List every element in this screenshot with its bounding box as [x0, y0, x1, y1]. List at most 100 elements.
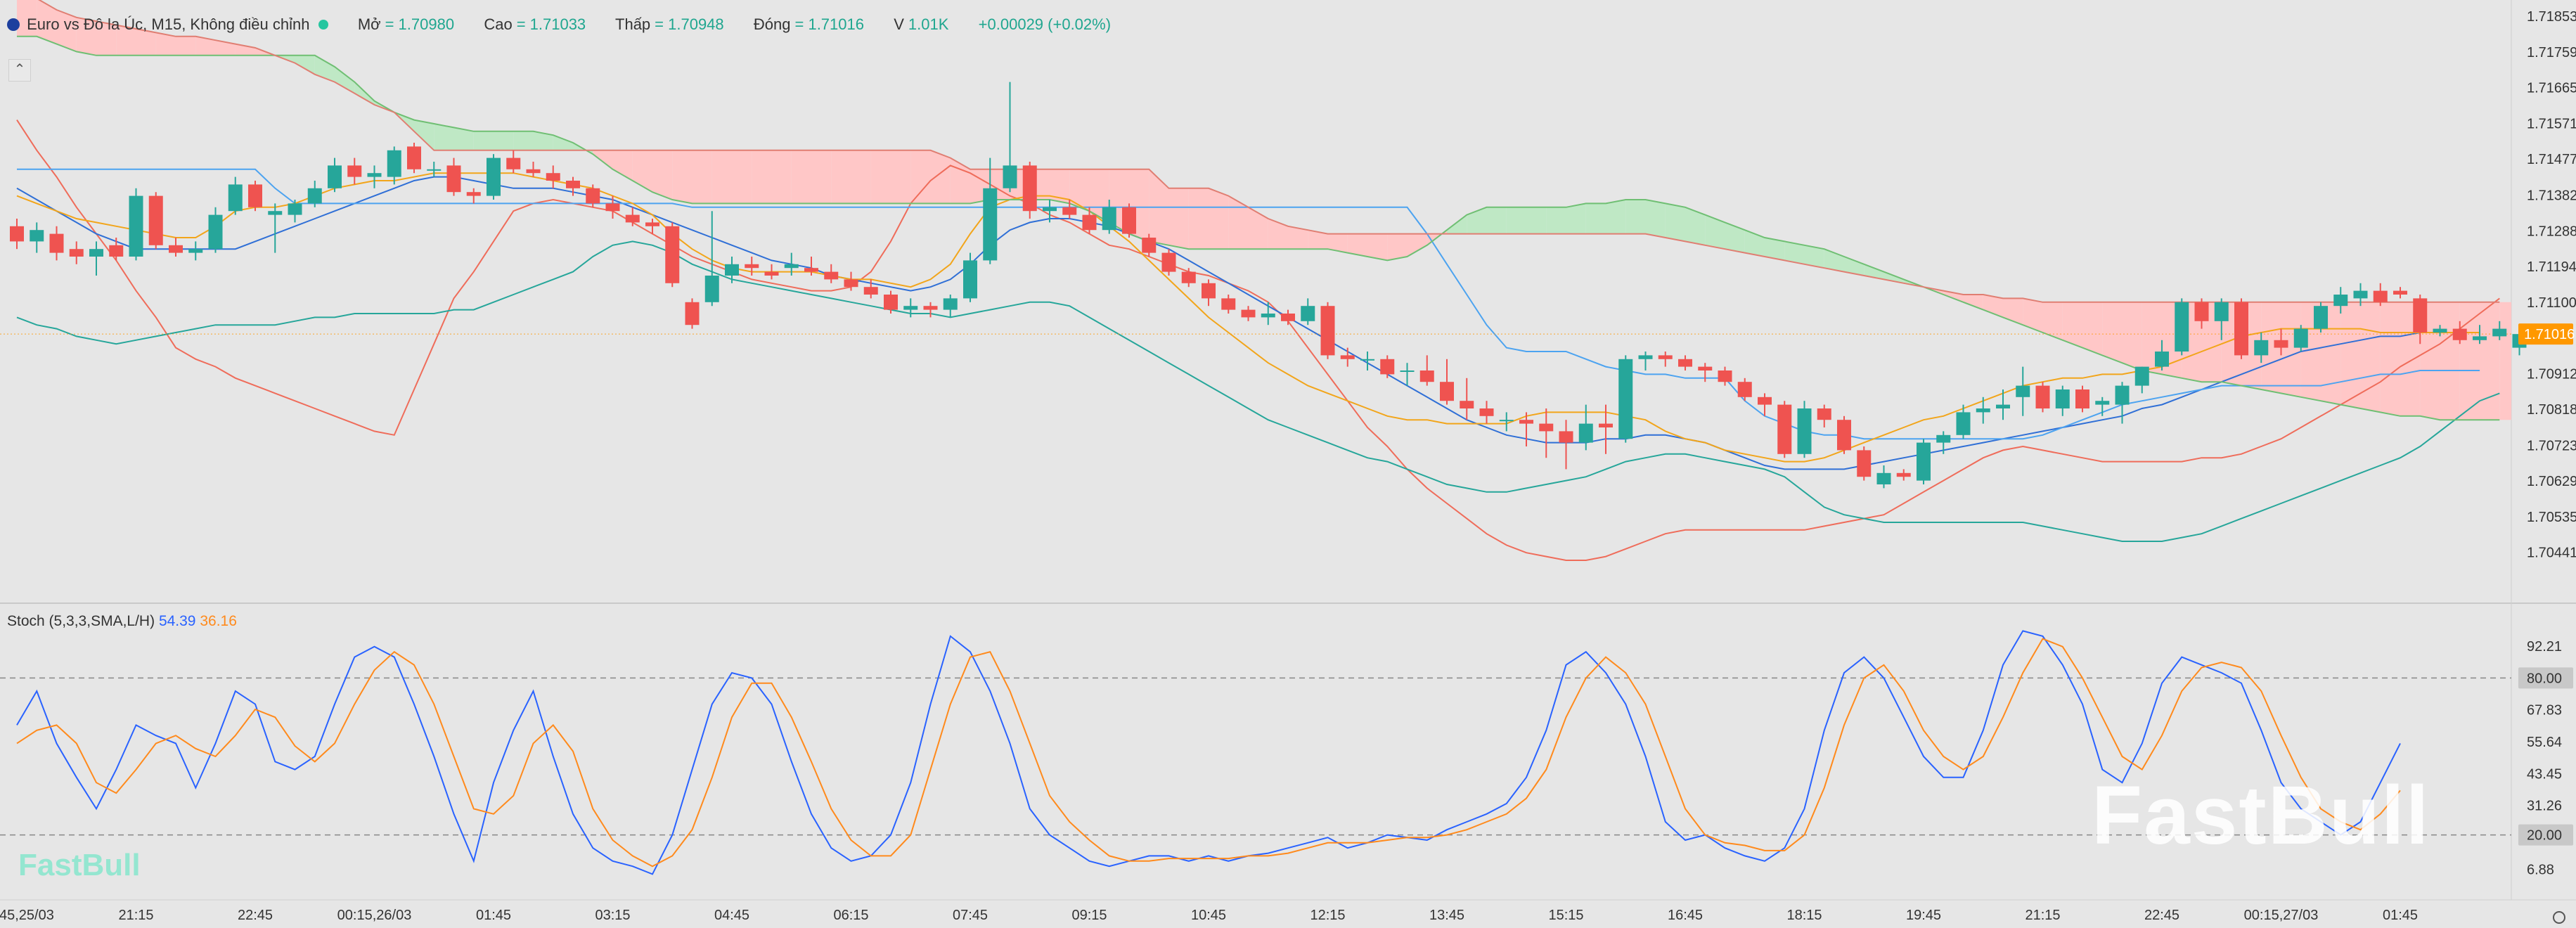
- stoch-tick-label: 6.88: [2527, 862, 2554, 877]
- time-tick-label: 19:45,25/03: [0, 908, 54, 923]
- candle-body: [2194, 302, 2209, 321]
- candle-body: [129, 195, 143, 257]
- indicator-lines: [0, 0, 2511, 561]
- candle-body: [1936, 434, 1951, 443]
- cloud-segment: [1804, 245, 1824, 269]
- candle-body: [1142, 238, 1157, 253]
- candle-body: [1618, 359, 1633, 439]
- cloud-segment: [494, 131, 514, 150]
- stoch-d-value: 36.16: [200, 613, 237, 629]
- candle-body: [2293, 328, 2308, 348]
- candle-body: [1419, 370, 1434, 382]
- candle-body: [288, 203, 302, 215]
- close-value: = 1.71016: [794, 15, 864, 33]
- cloud-segment: [513, 131, 534, 150]
- last-price-label: 1.71016: [2524, 327, 2575, 342]
- stoch-tick-label: 31.26: [2527, 799, 2562, 814]
- cloud-segment: [17, 0, 37, 37]
- candle-body: [546, 173, 560, 181]
- cloud-segment: [672, 150, 693, 204]
- cloud-segment: [2281, 302, 2301, 397]
- candle-body: [1043, 207, 1057, 212]
- cloud-segment: [1864, 264, 1884, 280]
- cloud-segment: [752, 150, 772, 204]
- price-axis[interactable]: 1.71853 1.71759 1.71665 1.71571 1.71477 1.713…: [2518, 9, 2576, 561]
- candle-body: [1917, 442, 1931, 481]
- cloud-segment: [295, 55, 315, 75]
- cloud-segment: [612, 150, 633, 181]
- candle-body: [69, 249, 84, 257]
- candle-body: [387, 150, 401, 177]
- cloud-segment: [851, 150, 871, 204]
- cloud-segment: [870, 150, 891, 204]
- cloud-segment: [2102, 302, 2123, 363]
- candles[interactable]: [10, 82, 2527, 489]
- stoch-tick-label: 92.21: [2527, 639, 2562, 655]
- cloud-segment: [1705, 214, 1725, 250]
- settings-gear-icon[interactable]: [2553, 911, 2565, 924]
- candle-body: [2234, 302, 2248, 356]
- candle-body: [1340, 355, 1355, 359]
- stoch-name[interactable]: Stoch (5,3,3,SMA,L/H): [7, 613, 155, 629]
- stoch-tick-label: 20.00: [2527, 828, 2562, 844]
- cloud-segment: [1268, 219, 1288, 250]
- cloud-segment: [453, 127, 474, 150]
- fastbull-watermark: FastBull: [2092, 769, 2430, 862]
- candle-body: [1301, 306, 1315, 321]
- cloud-segment: [2201, 302, 2222, 382]
- cloud-segment: [1784, 241, 1805, 264]
- price-tick-label: 1.70535: [2527, 510, 2576, 525]
- cloud-segment: [533, 131, 553, 150]
- cloud-segment: [414, 120, 434, 150]
- cloud-segment: [2340, 302, 2361, 408]
- cloud-segment: [910, 150, 931, 204]
- time-axis[interactable]: 19:45,25/03 21:15 22:45 00:15,26/03 01:45 03:…: [0, 908, 2565, 924]
- candle-body: [2115, 385, 2130, 405]
- candle-body: [30, 230, 44, 242]
- cloud-segment: [1447, 214, 1467, 234]
- candle-body: [1896, 472, 1911, 477]
- cloud-segment: [831, 150, 851, 204]
- candle-body: [566, 181, 580, 188]
- candle-body: [2134, 366, 2149, 386]
- time-tick-label: 13:45: [1429, 908, 1464, 923]
- candle-body: [2175, 302, 2189, 352]
- cloud-segment: [176, 36, 196, 56]
- candle-body: [2473, 336, 2487, 340]
- candle-body: [446, 165, 461, 193]
- cloud-segment: [1765, 238, 1785, 261]
- price-tick-label: 1.70723: [2527, 438, 2576, 453]
- change-value: +0.00029 (+0.02%): [978, 15, 1112, 33]
- candle-body: [1460, 401, 1474, 408]
- candle-body: [526, 169, 541, 174]
- stoch-tick-label: 80.00: [2527, 671, 2562, 686]
- candle-body: [605, 203, 620, 212]
- ma_blue-line: [16, 176, 2480, 470]
- time-tick-label: 07:45: [953, 908, 988, 923]
- stoch-panel[interactable]: 92.21 80.00 67.83 55.64 43.45 31.26 20.00 6.88: [0, 630, 2573, 877]
- cloud-segment: [37, 0, 57, 44]
- candle-body: [1758, 397, 1772, 405]
- cloud-segment: [1665, 203, 1685, 242]
- candle-body: [1638, 355, 1653, 359]
- candle-body: [1122, 207, 1136, 234]
- last-price-tag: [2518, 323, 2573, 345]
- stoch-level-tag: [2518, 667, 2573, 689]
- cloud-segment: [1069, 169, 1090, 212]
- symbol-flag-icon[interactable]: [7, 18, 20, 31]
- symbol-title[interactable]: Euro vs Đô la Úc, M15, Không điều chỉnh: [27, 15, 310, 33]
- candle-body: [1559, 431, 1573, 443]
- candle-body: [10, 226, 24, 242]
- collapse-legend-button[interactable]: ⌃: [8, 59, 31, 82]
- price-tick-label: 1.70818: [2527, 402, 2576, 418]
- cloud-segment: [811, 150, 832, 204]
- cloud-segment: [1685, 207, 1706, 245]
- span_a-line: [17, 35, 2500, 421]
- candle-body: [1599, 423, 1613, 427]
- candle-body: [2353, 290, 2368, 299]
- candle-body: [1003, 165, 1017, 188]
- stoch-tick-label: 55.64: [2527, 735, 2562, 750]
- time-tick-label: 01:45: [2383, 908, 2418, 923]
